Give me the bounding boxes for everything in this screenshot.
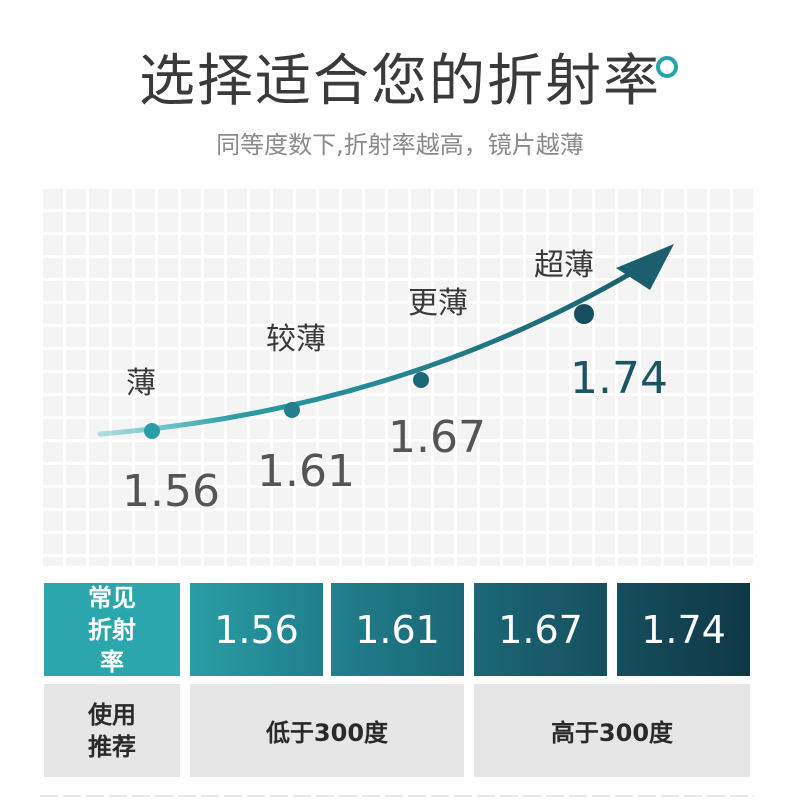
label-index-1-67: 1.67 bbox=[388, 412, 486, 463]
page-subtitle: 同等度数下,折射率越高，镜片越薄 bbox=[216, 131, 584, 159]
curve-line bbox=[97, 265, 643, 437]
row-header-line-2: 推荐 bbox=[88, 732, 136, 761]
label-index-1-56: 1.56 bbox=[122, 466, 220, 517]
row-header-recommended-use: 使用 推荐 bbox=[44, 684, 180, 777]
recommendation-below-300: 低于300度 bbox=[190, 684, 464, 777]
row-header-line-1: 常见 bbox=[88, 583, 136, 612]
point-1-74 bbox=[574, 304, 594, 324]
index-cell-1-56: 1.56 bbox=[190, 583, 323, 676]
recommendation-above-300: 高于300度 bbox=[474, 684, 750, 777]
page-title: 选择适合您的折射率 bbox=[139, 49, 661, 114]
label-thin: 薄 bbox=[126, 366, 156, 401]
label-thinner: 较薄 bbox=[266, 322, 326, 357]
index-cell-1-74: 1.74 bbox=[617, 583, 750, 676]
point-1-56 bbox=[144, 423, 160, 439]
row-header-line-2: 折射率 bbox=[88, 615, 136, 676]
label-index-1-61: 1.61 bbox=[257, 446, 355, 497]
label-ultra-thin: 超薄 bbox=[534, 248, 594, 283]
point-1-61 bbox=[284, 402, 300, 418]
index-cell-1-61: 1.61 bbox=[331, 583, 464, 676]
row-header-line-1: 使用 bbox=[88, 700, 136, 729]
circle-dot-icon bbox=[656, 56, 678, 78]
row-header-common-index: 常见 折射率 bbox=[44, 583, 180, 676]
dashed-divider bbox=[40, 795, 754, 797]
label-index-1-74: 1.74 bbox=[570, 353, 668, 404]
point-1-67 bbox=[413, 372, 429, 388]
label-more-thin: 更薄 bbox=[408, 286, 468, 321]
arrow-head-icon bbox=[616, 244, 674, 290]
index-cell-1-67: 1.67 bbox=[474, 583, 607, 676]
